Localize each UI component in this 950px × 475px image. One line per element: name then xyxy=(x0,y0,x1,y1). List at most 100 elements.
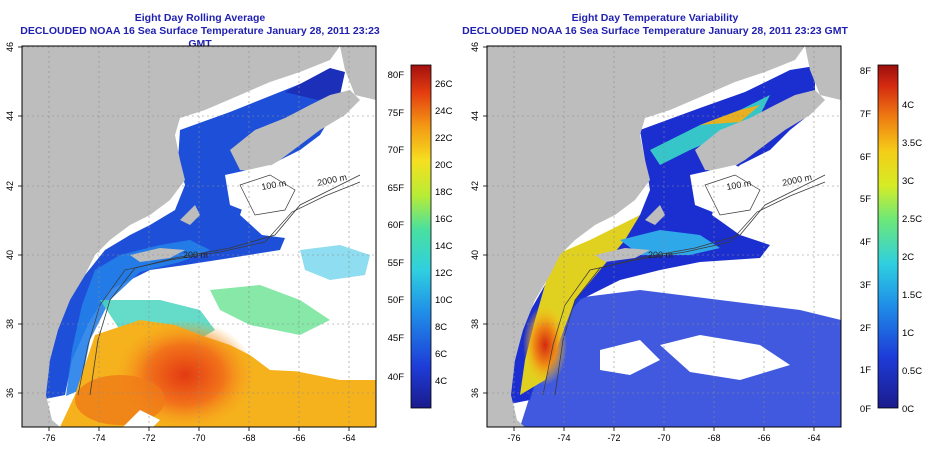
left-map-far-north-cold xyxy=(285,68,345,100)
left-map-graticule xyxy=(22,46,376,427)
right-map-nodata-blob-2 xyxy=(600,340,660,375)
left-map-lon-axis: -76 -74 -72 -70 -68 -66 -64 xyxy=(42,433,355,443)
right-lat-tick: 36 xyxy=(470,388,480,398)
left-contour-label-100m: 100 m xyxy=(261,178,287,192)
right-lon-tick: -68 xyxy=(707,433,720,443)
left-map-lat-axis: 46 44 42 40 38 36 xyxy=(5,42,15,398)
right-map-subtitle: DECLOUDED NOAA 16 Sea Surface Temperatur… xyxy=(462,25,848,37)
left-cbar-f-label: 70F xyxy=(388,145,405,156)
left-colorbar-fahrenheit-labels: 80F 75F 70F 65F 60F 55F 50F 45F 40F xyxy=(388,70,405,383)
left-cbar-c-label: 24C xyxy=(435,106,453,117)
left-lon-tick: -74 xyxy=(92,433,105,443)
right-lon-tick: -74 xyxy=(557,433,570,443)
right-lat-tick: 40 xyxy=(470,250,480,260)
right-map-graticule xyxy=(487,46,841,427)
right-cbar-f-label: 5F xyxy=(860,194,871,205)
left-contour-label-200m: 200 m xyxy=(183,250,208,260)
right-map-cape-cod xyxy=(645,205,665,225)
left-cbar-f-label: 50F xyxy=(388,295,405,306)
left-cbar-c-label: 8C xyxy=(435,322,447,333)
left-map: 100 m 2000 m 200 m -76 -74 -72 -70 -68 -… xyxy=(5,42,453,443)
right-lon-tick: -70 xyxy=(657,433,670,443)
left-lon-tick: -72 xyxy=(142,433,155,443)
right-map-title: Eight Day Temperature Variability xyxy=(571,12,739,24)
left-lon-tick: -76 xyxy=(42,433,55,443)
right-cbar-f-label: 7F xyxy=(860,109,871,120)
right-lat-tick: 44 xyxy=(470,111,480,121)
right-cbar-f-label: 1F xyxy=(860,365,871,376)
left-cbar-c-label: 26C xyxy=(435,79,453,90)
left-colorbar xyxy=(410,64,432,409)
right-lon-tick: -64 xyxy=(807,433,820,443)
right-map-georges-bank xyxy=(690,165,765,215)
right-map-lat-axis: 46 44 42 40 38 36 xyxy=(470,42,480,398)
left-colorbar-celsius-labels: 26C 24C 22C 20C 18C 16C 14C 12C 10C 8C 6… xyxy=(435,79,453,387)
left-lat-tick: 40 xyxy=(5,250,15,260)
left-map-green-patch xyxy=(210,285,330,335)
left-cbar-f-label: 80F xyxy=(388,70,405,81)
right-cbar-c-label: 3C xyxy=(902,176,914,187)
right-lon-tick: -72 xyxy=(607,433,620,443)
left-cbar-f-label: 65F xyxy=(388,183,405,194)
right-map-north-hot xyxy=(700,105,760,125)
left-lat-tick: 38 xyxy=(5,319,15,329)
right-map-title-block: Eight Day Temperature Variability DECLOU… xyxy=(455,12,855,38)
right-lon-tick: -66 xyxy=(757,433,770,443)
right-lat-tick: 46 xyxy=(470,42,480,52)
right-cbar-f-label: 2F xyxy=(860,323,871,334)
right-map-nodata-blob xyxy=(660,335,790,380)
left-cbar-c-label: 18C xyxy=(435,187,453,198)
left-map-land xyxy=(22,46,340,427)
left-lat-tick: 44 xyxy=(5,111,15,121)
right-cbar-c-label: 2C xyxy=(902,252,914,263)
right-map-bathymetry-contours xyxy=(554,174,826,396)
left-cbar-c-label: 16C xyxy=(435,214,453,225)
right-lat-tick: 42 xyxy=(470,181,480,191)
right-cbar-c-label: 0C xyxy=(902,404,914,415)
right-cbar-f-label: 0F xyxy=(860,404,871,415)
left-lon-tick: -68 xyxy=(242,433,255,443)
left-map-georges-bank xyxy=(225,165,300,215)
left-map-title: Eight Day Rolling Average xyxy=(134,12,266,24)
right-map-cape-breton xyxy=(805,46,841,100)
left-map-nova-scotia xyxy=(230,90,360,172)
left-lon-tick: -70 xyxy=(192,433,205,443)
right-lat-tick: 38 xyxy=(470,319,480,329)
left-map-shelf-mid xyxy=(66,240,210,396)
right-map-offshore-nodata xyxy=(765,180,835,215)
left-lat-tick: 42 xyxy=(5,181,15,191)
right-contour-label-200m: 200 m xyxy=(648,250,673,260)
right-map-slope-cyan xyxy=(620,230,720,255)
right-cbar-f-label: 6F xyxy=(860,152,871,163)
right-map-land xyxy=(487,46,805,427)
left-cbar-f-label: 45F xyxy=(388,333,405,344)
right-cbar-c-label: 1.5C xyxy=(902,290,922,301)
left-lon-tick: -64 xyxy=(342,433,355,443)
left-lon-tick: -66 xyxy=(292,433,305,443)
left-lat-tick: 36 xyxy=(5,388,15,398)
right-colorbar xyxy=(877,64,899,409)
right-contour-label-100m: 100 m xyxy=(726,178,752,192)
left-cbar-c-label: 6C xyxy=(435,349,447,360)
right-cbar-c-label: 4C xyxy=(902,100,914,111)
right-map-lon-axis: -76 -74 -72 -70 -68 -66 -64 xyxy=(507,433,820,443)
left-map-cape-breton xyxy=(340,46,376,100)
right-map-nova-scotia xyxy=(695,90,825,172)
right-map-hot-spot xyxy=(523,305,567,385)
left-cbar-f-label: 60F xyxy=(388,220,405,231)
right-map: 100 m 2000 m 200 m -76 -74 -72 -70 -68 -… xyxy=(470,42,922,443)
right-lon-tick: -76 xyxy=(507,433,520,443)
left-map-cape-cod xyxy=(180,205,200,225)
right-colorbar-fahrenheit-labels: 8F 7F 6F 5F 4F 3F 2F 1F 0F xyxy=(860,66,871,415)
left-lat-tick: 46 xyxy=(5,42,15,52)
left-map-nodata-blob-2 xyxy=(123,410,160,427)
right-cbar-c-label: 1C xyxy=(902,328,914,339)
right-cbar-c-label: 2.5C xyxy=(902,214,922,225)
left-map-cyan-patch xyxy=(300,245,370,280)
right-colorbar-celsius-labels: 4C 3.5C 3C 2.5C 2C 1.5C 1C 0.5C 0C xyxy=(902,100,922,415)
left-map-nodata-blob xyxy=(250,345,330,372)
right-cbar-f-label: 4F xyxy=(860,237,871,248)
left-cbar-f-label: 55F xyxy=(388,258,405,269)
right-cbar-f-label: 8F xyxy=(860,66,871,77)
